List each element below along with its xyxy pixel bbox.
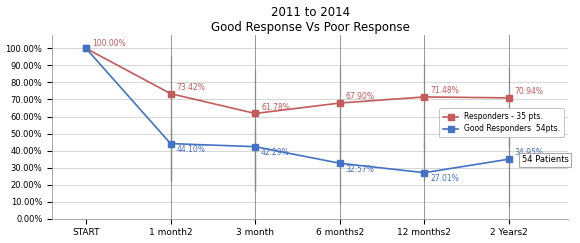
Text: 44.10%: 44.10%: [176, 145, 205, 154]
Text: 32.57%: 32.57%: [346, 165, 375, 174]
Text: 71.48%: 71.48%: [430, 86, 459, 95]
Text: 54 Patients: 54 Patients: [521, 156, 568, 165]
Text: 61.78%: 61.78%: [261, 103, 290, 112]
Text: 67.90%: 67.90%: [346, 92, 375, 101]
Text: 70.94%: 70.94%: [515, 87, 544, 96]
Title: 2011 to 2014
Good Response Vs Poor Response: 2011 to 2014 Good Response Vs Poor Respo…: [211, 6, 409, 34]
Legend: Responders - 35 pts., Good Responders  54pts.: Responders - 35 pts., Good Responders 54…: [439, 108, 564, 137]
Text: 27.01%: 27.01%: [430, 174, 459, 183]
Text: 100.00%: 100.00%: [92, 38, 126, 47]
Text: 73.42%: 73.42%: [176, 83, 205, 92]
Text: 34.95%: 34.95%: [515, 148, 544, 157]
Text: 42.29%: 42.29%: [261, 148, 290, 157]
